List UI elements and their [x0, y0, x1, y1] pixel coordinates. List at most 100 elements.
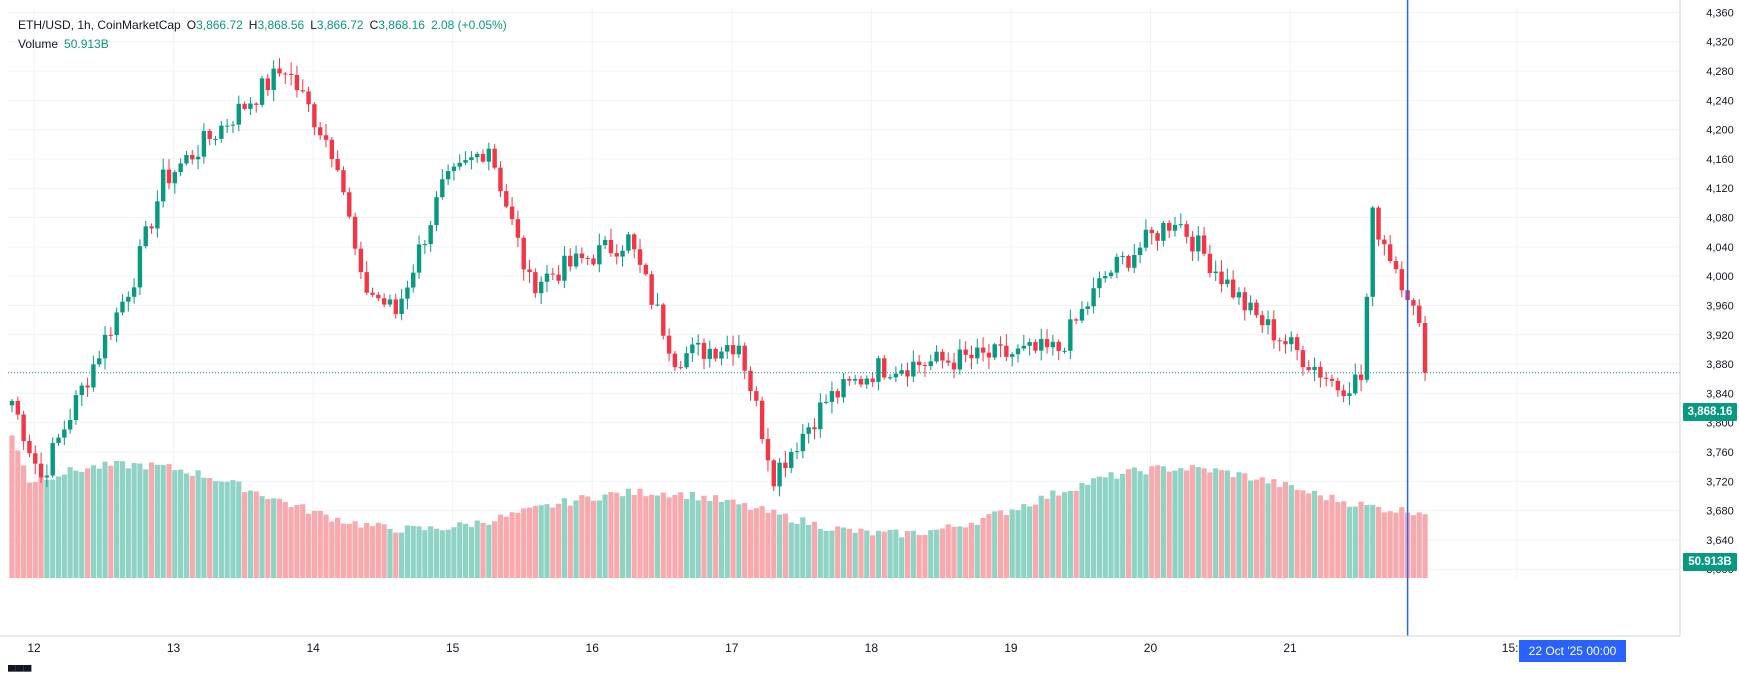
candle-body	[120, 301, 125, 313]
volume-bar	[1061, 492, 1068, 578]
x-tick-label: 16	[586, 641, 600, 655]
volume-bar	[579, 495, 585, 578]
volume-bar	[1189, 465, 1196, 578]
volume-bar	[858, 528, 864, 578]
candle-body	[957, 349, 963, 370]
volume-bar	[1358, 501, 1364, 578]
candle-body	[1143, 229, 1149, 248]
overlays	[8, 0, 1680, 636]
volume-bar	[15, 450, 21, 578]
candle-body	[864, 378, 870, 385]
volume-bar	[178, 469, 184, 578]
volume-bar	[1143, 474, 1149, 578]
candle-body	[684, 353, 689, 368]
open-key: O	[186, 18, 197, 32]
volume-bar	[26, 482, 33, 578]
volume-bar	[486, 524, 492, 578]
candle-body	[1411, 300, 1416, 306]
volume-bar	[212, 481, 219, 578]
candle-body	[1306, 367, 1311, 371]
tradingview-logo[interactable]: ▀▀▀	[8, 666, 32, 678]
volume-bar	[381, 524, 387, 578]
candle-body	[1085, 306, 1090, 309]
y-tick-label: 4,280	[1706, 66, 1734, 78]
candle-body	[143, 226, 148, 247]
candle-body	[300, 90, 305, 92]
volume-bar	[1381, 512, 1387, 578]
volume-bar	[846, 528, 852, 578]
volume-bar	[311, 510, 317, 578]
candle-body	[1213, 271, 1218, 274]
candle-body	[602, 239, 608, 246]
volume-bar	[718, 501, 725, 578]
volume-bar	[102, 461, 108, 578]
volume-bar	[835, 526, 841, 578]
volume-bar	[817, 528, 823, 578]
candle-body	[1422, 323, 1428, 373]
volume-bar	[224, 481, 230, 578]
volume-bar	[1375, 506, 1382, 578]
volume-bar	[678, 492, 684, 578]
volume-bar	[550, 507, 556, 578]
candle-body	[777, 462, 782, 487]
y-tick-label: 3,880	[1706, 359, 1734, 371]
volume-bar	[242, 492, 248, 578]
volume-bar	[811, 521, 818, 578]
candle-body	[1358, 374, 1364, 380]
y-tick-label: 3,760	[1706, 447, 1734, 459]
volume-bar	[1335, 502, 1341, 578]
candle-body	[1190, 236, 1195, 252]
y-tick-label: 3,640	[1706, 535, 1734, 547]
volume-bar	[282, 502, 288, 578]
x-tick-label: 20	[1144, 641, 1158, 655]
candle-body	[579, 253, 585, 259]
volume-bar	[840, 527, 847, 578]
volume-bar	[1300, 490, 1306, 578]
volume-bar	[649, 494, 655, 578]
candle-body	[695, 342, 701, 345]
volume-bar	[585, 496, 591, 578]
candle-body	[1323, 377, 1329, 379]
candle-body	[1091, 288, 1096, 307]
volume-bar	[963, 527, 969, 578]
candle-body	[480, 153, 486, 162]
volume-bar	[823, 530, 829, 578]
candle-body	[1184, 224, 1189, 237]
candle-body	[916, 361, 922, 366]
volume-bar	[1399, 507, 1405, 578]
y-tick-label: 3,920	[1706, 330, 1734, 342]
volume-bar	[55, 476, 62, 578]
candle-body	[1370, 207, 1375, 297]
volume-bar	[608, 492, 614, 578]
volume-bar	[422, 530, 428, 578]
volume-bar	[410, 525, 416, 578]
volume-bar	[451, 527, 457, 578]
volume-bar	[218, 481, 224, 578]
candle-body	[329, 139, 335, 159]
candle-body	[1387, 244, 1393, 262]
candle-body	[585, 258, 590, 260]
volume-label[interactable]: Volume	[18, 37, 59, 51]
change-value: 2.08 (+0.05%)	[430, 18, 507, 32]
candle-body	[893, 373, 899, 378]
close-value: 3,868.16	[378, 18, 425, 32]
candle-body	[259, 78, 265, 105]
x-tick-label: 15	[446, 641, 460, 655]
volume-bar	[428, 526, 434, 578]
candle-body	[1393, 261, 1399, 270]
candle-body	[486, 148, 492, 162]
candle-body	[1178, 224, 1184, 226]
candle-body	[1166, 222, 1172, 231]
candle-body	[21, 414, 26, 442]
candle-body	[876, 358, 881, 382]
volume-value: 50.913B	[64, 37, 109, 51]
volume-bar	[747, 509, 754, 578]
y-tick-label: 3,720	[1706, 476, 1734, 488]
candle-body	[131, 287, 137, 297]
symbol-label[interactable]: ETH/USD, 1h, CoinMarketCap	[18, 18, 181, 32]
candle-body	[317, 127, 323, 136]
candle-body	[1056, 341, 1061, 351]
candle-body	[492, 148, 497, 168]
volume-bar	[1120, 473, 1126, 578]
